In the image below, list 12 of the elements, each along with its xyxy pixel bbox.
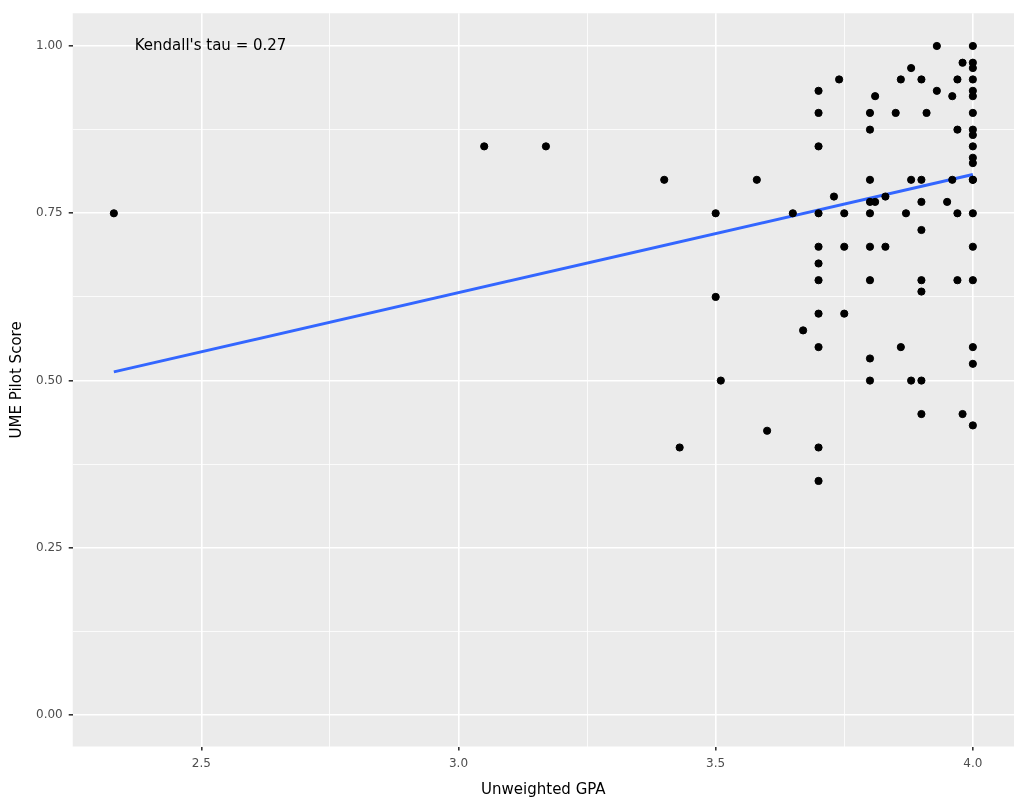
annotation: Kendall's tau = 0.27	[134, 36, 287, 55]
y-tick-label: 1.00	[36, 38, 63, 53]
x-axis-title: Unweighted GPA	[481, 779, 607, 798]
y-axis-title: UME Pilot Score	[6, 321, 25, 439]
x-tick-label: 4.0	[963, 755, 983, 770]
y-tick-label: 0.75	[36, 205, 63, 220]
y-tick-label: 0.00	[36, 707, 63, 722]
y-tick-label: 0.50	[36, 372, 63, 387]
y-tick-label: 0.25	[36, 539, 63, 554]
x-tick-label: 3.5	[706, 755, 726, 770]
x-tick-label: 2.5	[191, 755, 211, 770]
x-tick-label: 3.0	[448, 755, 469, 770]
